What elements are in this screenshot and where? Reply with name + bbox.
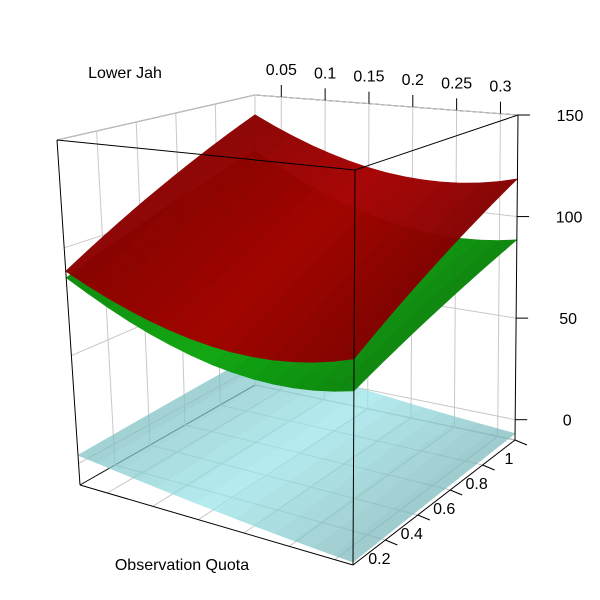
y-tick-mark <box>514 439 528 446</box>
y-axis-label: Observation Quota <box>115 557 249 574</box>
grid-line-z-back <box>254 94 519 116</box>
surface-layer <box>65 114 519 563</box>
y-tick-label: 0.6 <box>433 501 455 518</box>
z-tick-label: 0 <box>563 413 572 430</box>
x-tick-label: 0.3 <box>489 79 511 96</box>
y-tick-label: 0.4 <box>401 526 423 543</box>
box-edge-front <box>352 439 516 566</box>
y-tick-label: 0.8 <box>465 476 487 493</box>
y-tick-mark <box>482 464 495 471</box>
x-tick-label: 0.05 <box>266 62 297 79</box>
y-tick-label: 0.2 <box>368 551 390 568</box>
box-edge-front <box>354 114 519 171</box>
surface-series <box>65 114 519 363</box>
z-tick-label: 150 <box>557 108 584 125</box>
y-tick-mark <box>385 539 398 546</box>
y-tick-mark <box>450 489 463 496</box>
y-tick-label: 1 <box>505 451 514 468</box>
box-edge-front <box>56 139 81 486</box>
tick-layer: 0.05 0.1 0.15 0.2 0.25 0.3 0.2 0.4 0.6 0.8 1 0 50 100… <box>266 62 584 568</box>
x-tick-label: 0.25 <box>441 75 472 92</box>
surface-cell <box>332 545 366 563</box>
z-tick-label: 100 <box>556 210 583 227</box>
x-tick-label: 0.15 <box>353 69 384 86</box>
x-tick-label: 0.2 <box>402 72 424 89</box>
x-axis-label: Lower Jah <box>88 65 162 82</box>
x-tick-label: 0.1 <box>314 65 336 82</box>
grid-line-z-left <box>56 94 256 141</box>
surface-cell <box>332 378 367 392</box>
box-edge-front <box>352 169 356 566</box>
box-edge-front <box>514 114 519 441</box>
front-box-layer <box>56 114 519 566</box>
box-edge-front <box>56 139 356 171</box>
y-tick-mark <box>417 514 430 521</box>
surface-cell <box>332 344 367 362</box>
grid-line-x-back <box>497 113 501 437</box>
box-edge-front <box>79 484 354 566</box>
z-tick-label: 50 <box>559 311 577 328</box>
